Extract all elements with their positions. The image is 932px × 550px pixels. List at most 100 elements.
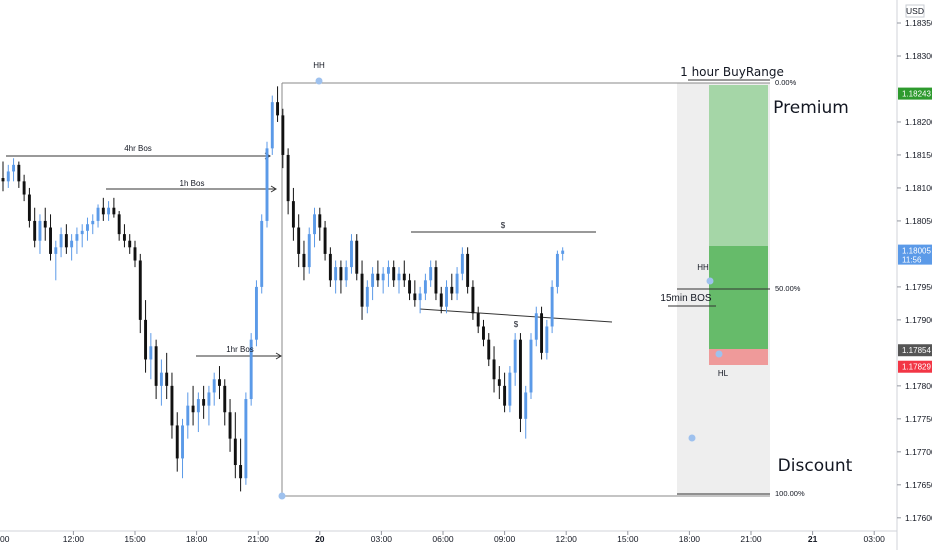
candle-body <box>70 240 74 248</box>
candle-body <box>297 227 301 254</box>
candle-body <box>434 267 438 294</box>
candle-body <box>17 164 21 182</box>
bos-1hr-label: 1hr Bos <box>226 345 254 354</box>
candle-body <box>186 405 190 426</box>
swing-low-marker <box>688 434 696 442</box>
candle-body <box>170 385 174 426</box>
candle-body <box>460 253 464 274</box>
candle-body <box>260 220 264 287</box>
fib-0-label: 0.00% <box>775 78 797 87</box>
candle-body <box>408 280 412 294</box>
candle-body <box>386 267 390 274</box>
candle-body <box>423 280 427 294</box>
annotation-lines <box>6 77 770 500</box>
candle-body <box>291 201 295 228</box>
fib-100-label: 100.00% <box>775 489 805 498</box>
candle-body <box>27 194 31 221</box>
candle-body <box>101 207 105 215</box>
bos-1hr-arrow <box>275 352 282 360</box>
candle-body <box>212 379 216 393</box>
candle-body <box>165 372 169 386</box>
price-tick-label: 1.18200 <box>905 117 932 127</box>
candle-body <box>334 267 338 281</box>
candle-body <box>12 164 16 172</box>
candle-body <box>122 234 126 241</box>
candle-body <box>381 273 385 281</box>
candle-body <box>96 207 100 221</box>
price-tick-label: 1.17900 <box>905 315 932 325</box>
price-tick-label: 1.17800 <box>905 381 932 391</box>
candle-body <box>286 154 290 202</box>
candle-body <box>276 102 280 116</box>
candle-body <box>244 399 248 479</box>
candle-body <box>323 227 327 254</box>
price-axis-ticks: 1.18350 1.18300 1.18200 1.18150 1.18100 1.180… <box>897 18 932 523</box>
currency-box[interactable] <box>905 4 925 18</box>
candle-body <box>33 220 37 241</box>
candle-body <box>128 240 132 248</box>
premium-label: Premium <box>773 98 849 118</box>
candle-body <box>107 207 111 215</box>
candle-body <box>402 273 406 281</box>
time-tick-label: 09:00 <box>494 534 516 544</box>
candle-body <box>149 346 153 360</box>
price-tick-label: 1.17950 <box>905 282 932 292</box>
time-tick-label: 06:00 <box>432 534 454 544</box>
stop-loss-zone <box>709 349 768 365</box>
candle-body <box>318 214 322 228</box>
price-tick-label: 1.18100 <box>905 183 932 193</box>
candle-body <box>181 425 184 459</box>
price-badge-label: 1.18005 <box>902 247 931 256</box>
candle-body <box>144 319 148 360</box>
candle-body <box>513 339 517 373</box>
candle-body <box>350 240 353 268</box>
fib-50-label: 50.00% <box>775 284 801 293</box>
time-tick-label: 03:00 <box>371 534 393 544</box>
time-tick-label: 15:00 <box>617 534 639 544</box>
candle-body <box>22 181 26 195</box>
candle-body <box>476 313 480 327</box>
candle-body <box>540 313 544 353</box>
candle-body <box>508 372 512 406</box>
candle-body <box>492 359 496 380</box>
candle-body <box>64 234 68 248</box>
candle-body <box>307 234 311 268</box>
candle-body <box>228 412 232 439</box>
price-tick-label: 1.18150 <box>905 150 932 160</box>
hh-top-label: HH <box>313 61 325 70</box>
candle-body <box>254 286 258 340</box>
candle-body <box>196 399 200 413</box>
candle-body <box>439 293 443 307</box>
candle-body <box>561 250 565 254</box>
candle-body <box>233 438 237 466</box>
candle-body <box>524 392 528 419</box>
candle-body <box>38 220 42 241</box>
candle-body <box>339 267 343 281</box>
candle-body <box>497 379 501 386</box>
currency-label: USD <box>906 6 924 16</box>
candle-body <box>191 405 195 413</box>
take-profit-zone <box>709 85 768 246</box>
candle-body <box>397 273 401 281</box>
liquidity-bottom-label: $ <box>514 320 519 329</box>
candle-body <box>75 234 79 241</box>
hh-top-marker <box>315 77 323 85</box>
time-tick-label: 12:00 <box>63 534 85 544</box>
liquidity-bottom-line <box>419 308 613 323</box>
price-tick-label: 1.17700 <box>905 447 932 457</box>
candle-body <box>413 293 417 301</box>
candle-body <box>555 253 559 287</box>
price-badge-time: 11:56 <box>902 256 922 265</box>
candle-body <box>6 171 10 182</box>
entry-zone <box>709 246 768 349</box>
price-tick-label: 1.17750 <box>905 414 932 424</box>
hh-right-marker <box>706 277 714 285</box>
price-tick-label: 1.17650 <box>905 480 932 490</box>
time-tick-label: 21:00 <box>248 534 270 544</box>
candle-body <box>154 346 158 386</box>
hl-right-marker <box>715 350 723 358</box>
candle-body <box>249 339 253 400</box>
